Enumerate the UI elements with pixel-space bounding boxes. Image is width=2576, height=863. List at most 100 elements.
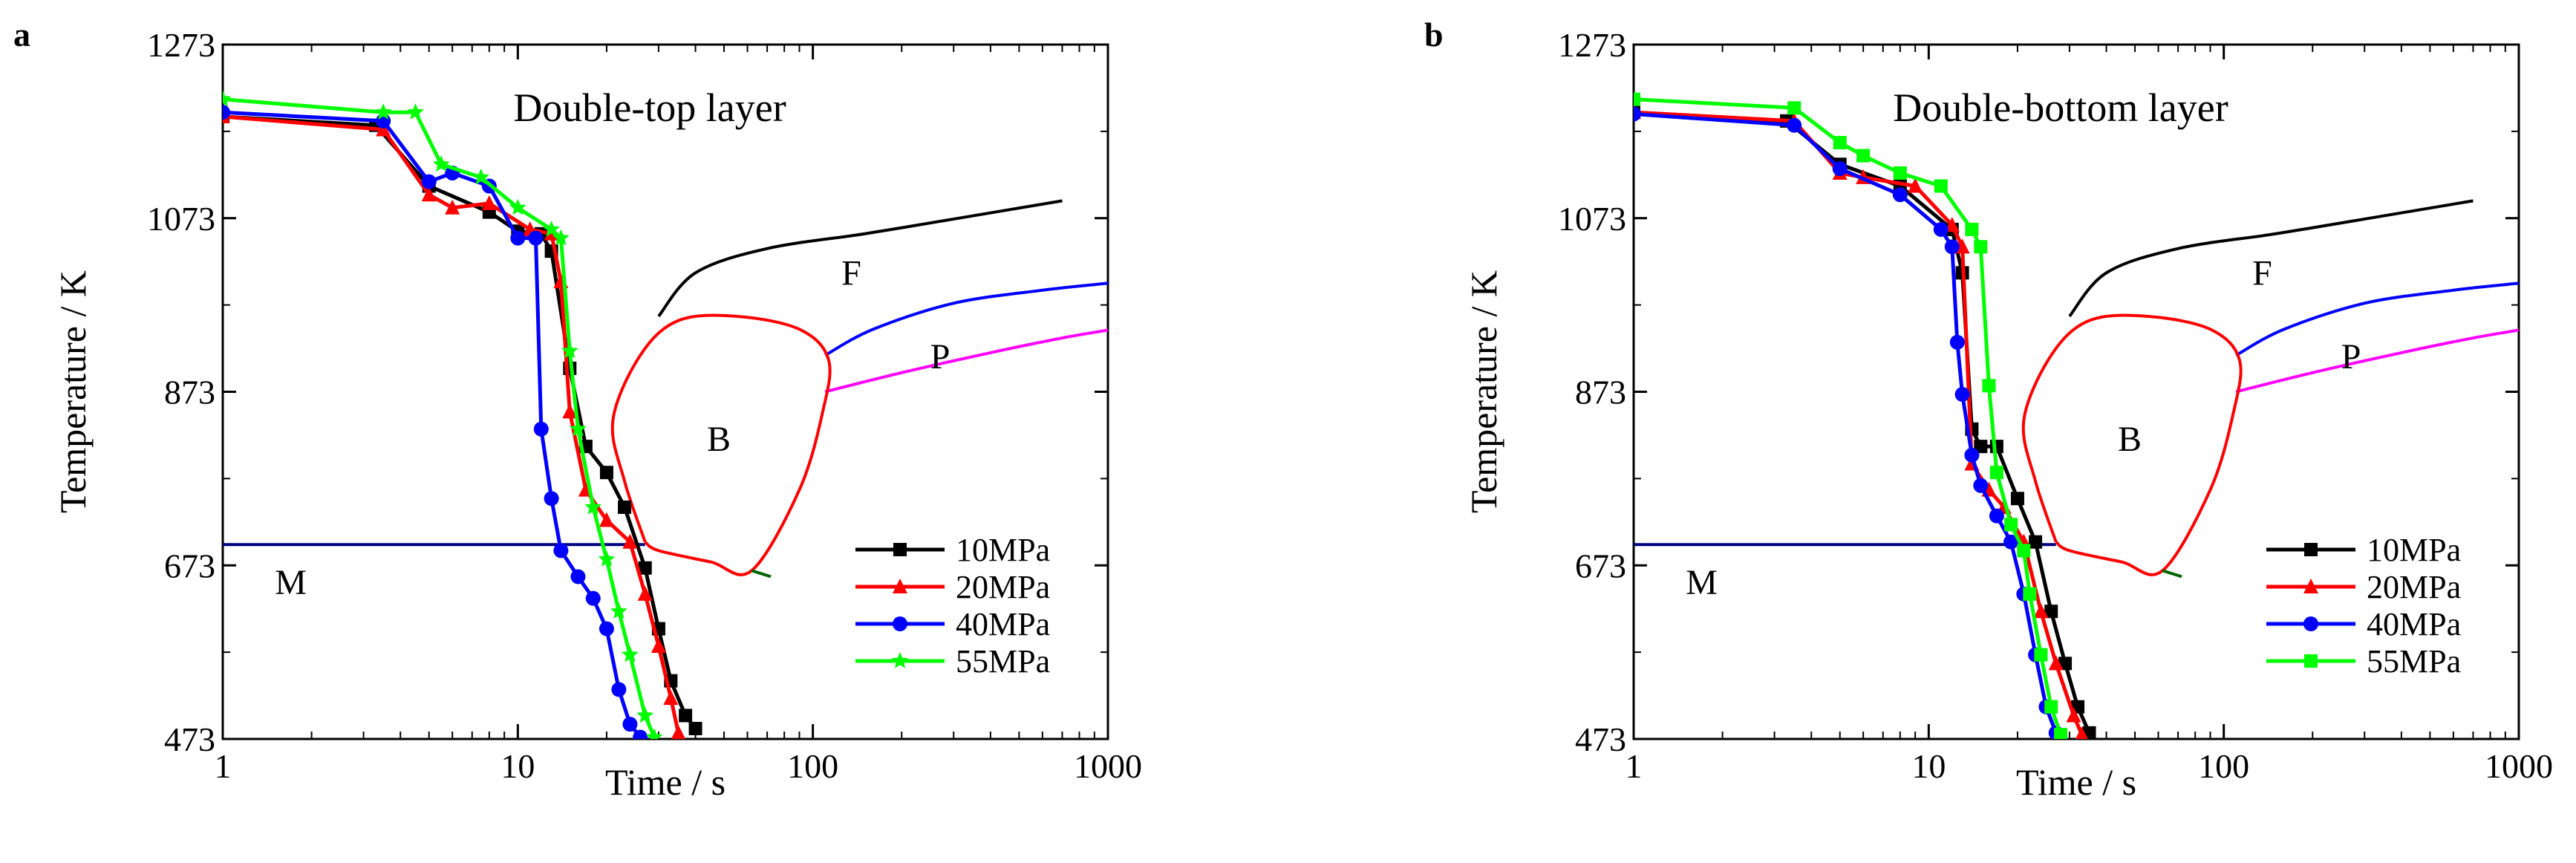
series-line-40MPa — [223, 110, 642, 739]
annotation-M: M — [275, 563, 307, 602]
series-line-40MPa — [1634, 112, 2058, 734]
x-axis-title: Time / s — [605, 761, 725, 803]
annotation-P: P — [930, 337, 950, 377]
data-point-10MPa — [688, 721, 702, 735]
data-point-20MPa — [622, 533, 638, 549]
y-tick-label: 673 — [164, 547, 215, 584]
y-tick-label: 1073 — [1558, 200, 1626, 238]
data-point-20MPa — [637, 585, 653, 601]
x-tick-label: 1 — [215, 747, 232, 785]
data-point-20MPa — [2048, 655, 2064, 671]
data-point-40MPa — [1964, 447, 1980, 463]
legend-marker-55MPa — [2304, 654, 2318, 668]
data-point-20MPa — [1944, 217, 1960, 232]
data-point-40MPa — [1944, 239, 1960, 255]
data-point-55MPa — [407, 103, 424, 120]
data-point-40MPa — [223, 105, 230, 120]
data-point-55MPa — [621, 645, 639, 662]
data-point-40MPa — [528, 230, 544, 246]
y-tick-label: 873 — [164, 374, 215, 411]
data-point-55MPa — [1974, 240, 1988, 254]
data-point-20MPa — [421, 186, 437, 202]
series-40MPa — [1634, 106, 2064, 739]
x-tick-label: 1000 — [1074, 747, 1142, 785]
y-tick-label: 873 — [1575, 374, 1626, 411]
annotation-F: F — [841, 254, 861, 293]
series-20MPa — [1634, 104, 2088, 739]
data-point-55MPa — [472, 168, 490, 185]
legend-marker-10MPa — [893, 543, 907, 556]
legend-marker-10MPa — [2304, 543, 2318, 556]
data-point-40MPa — [1954, 387, 1970, 403]
data-point-40MPa — [611, 682, 627, 697]
y-axis-title: Temperature / K — [52, 270, 94, 513]
data-point-40MPa — [1634, 106, 1641, 122]
data-point-10MPa — [618, 500, 632, 514]
data-point-40MPa — [1949, 334, 1965, 350]
legend-label-10MPa: 10MPa — [2367, 532, 2461, 568]
data-point-20MPa — [445, 199, 460, 215]
data-point-40MPa — [599, 621, 614, 636]
data-point-55MPa — [552, 229, 570, 246]
annotation-B: B — [707, 420, 731, 459]
data-point-55MPa — [1856, 149, 1871, 163]
plot-area — [223, 90, 1108, 739]
data-point-55MPa — [636, 706, 654, 723]
legend-label-55MPa: 55MPa — [956, 643, 1050, 680]
x-tick-label: 10 — [1911, 747, 1946, 785]
data-point-55MPa — [374, 103, 392, 120]
plot-area — [1634, 92, 2519, 739]
x-tick-label: 10 — [500, 747, 535, 785]
data-point-55MPa — [1833, 136, 1847, 150]
y-tick-label: 1273 — [1558, 26, 1626, 64]
data-point-55MPa — [1965, 222, 1979, 236]
y-tick-label: 473 — [1575, 720, 1626, 758]
data-point-20MPa — [671, 724, 686, 739]
data-point-10MPa — [2029, 535, 2043, 549]
data-point-20MPa — [599, 512, 614, 527]
chart-title: Double-bottom layer — [1893, 85, 2228, 130]
annotation-P: P — [2341, 337, 2361, 377]
data-point-55MPa — [2023, 587, 2037, 601]
legend-label-40MPa: 40MPa — [956, 606, 1050, 642]
pearlite-start-curve — [2235, 281, 2519, 357]
panel-b: b 473 673 873 1073 1273 1 10 100 1000 Time / s Temp… — [1424, 16, 2553, 803]
bainite-tail — [2162, 569, 2182, 579]
panel-a: a 473 673 873 1073 1273 1 10 100 1000 Time / s Temp… — [13, 16, 1142, 803]
data-point-40MPa — [1832, 161, 1848, 177]
data-point-55MPa — [610, 602, 627, 619]
pearlite-curve — [824, 328, 1108, 394]
data-point-20MPa — [663, 690, 679, 706]
series-40MPa — [223, 105, 648, 739]
data-point-55MPa — [2017, 544, 2031, 558]
data-point-40MPa — [510, 230, 526, 246]
series-line-20MPa — [1634, 110, 2084, 736]
data-point-55MPa — [1934, 179, 1948, 193]
legend-label-40MPa: 40MPa — [2367, 606, 2461, 642]
bainite-curve — [2021, 313, 2243, 576]
annotation-M: M — [1686, 563, 1718, 602]
series-10MPa — [223, 110, 702, 735]
series-55MPa — [223, 90, 663, 739]
y-axis-title: Temperature / K — [1463, 270, 1504, 513]
series-20MPa — [223, 108, 686, 739]
legend-marker-20MPa — [893, 579, 907, 593]
series-line-55MPa — [223, 97, 656, 738]
data-point-55MPa — [1634, 92, 1640, 106]
data-point-55MPa — [570, 420, 587, 437]
data-point-40MPa — [1933, 221, 1949, 237]
data-point-55MPa — [584, 498, 602, 515]
data-point-20MPa — [2033, 603, 2049, 619]
panel-letter-b: b — [1424, 16, 1444, 53]
data-point-55MPa — [598, 550, 616, 567]
data-point-40MPa — [2003, 534, 2019, 550]
ferrite-start-curve — [2068, 199, 2474, 318]
legend-marker-55MPa — [891, 652, 909, 668]
data-point-55MPa — [2004, 518, 2018, 532]
pearlite-curve — [2235, 328, 2519, 394]
x-tick-label: 100 — [787, 747, 838, 785]
